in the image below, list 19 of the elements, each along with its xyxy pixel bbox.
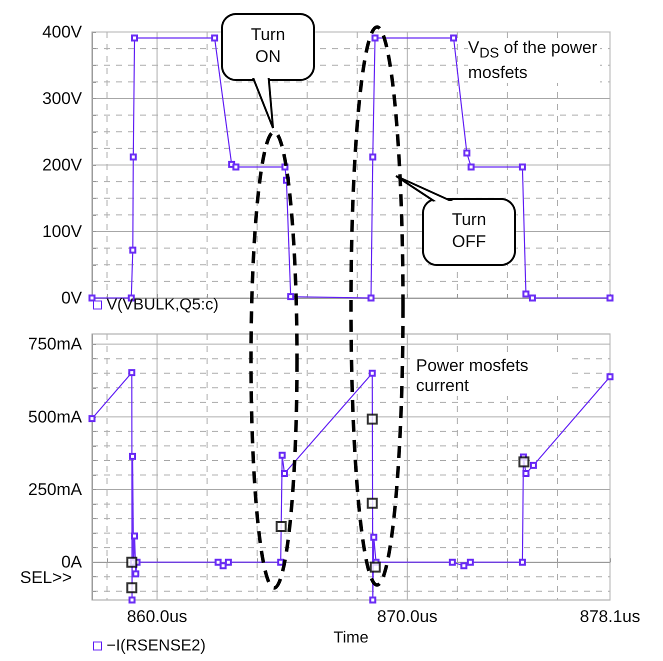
y-tick-label: 400V [42,22,83,42]
y-tick-label: 100V [42,222,83,241]
annotation: V$_{DS}$ of the power mosfets [468,38,600,84]
x-tick-label: 878.1us [580,607,640,626]
annotation: Turn OFF [450,209,488,253]
x-tick-label: 870.0us [377,607,438,626]
legend-label: V(VBULK,Q5:c) [106,296,219,314]
y-tick-label: 200V [42,156,83,174]
annotation: Power mosfets current [416,356,566,396]
y-tick-label: 0V [61,288,83,308]
x-axis-title: Time [334,629,369,646]
legend-label: −I(RSENSE2) [106,638,206,654]
text: SEL>> [20,568,90,588]
y-tick-label: 300V [42,89,83,108]
annotation: Turn ON [250,24,286,68]
x-tick-label: 860.0us [126,607,188,626]
y-tick-label: 500mA [28,407,83,426]
y-tick-label: 250mA [28,480,83,500]
y-tick-label: 750mA [28,334,83,354]
